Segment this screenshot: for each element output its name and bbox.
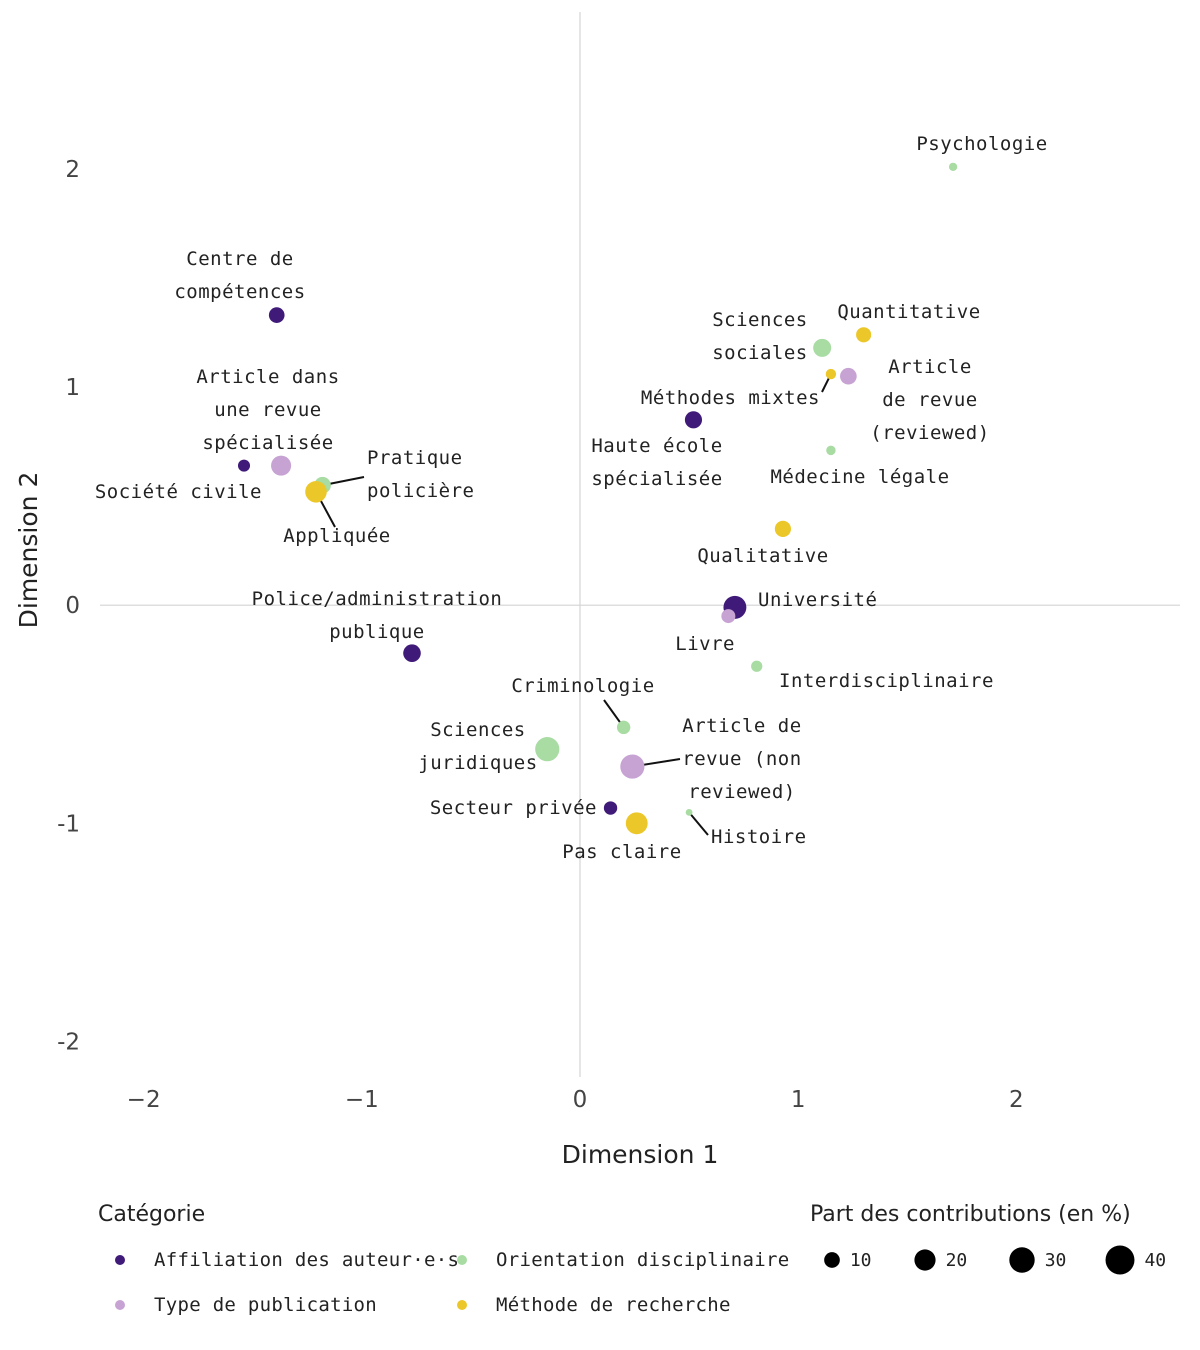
x-axis-ticks: −2 −1 0 1 2	[127, 1087, 1024, 1113]
x-tick-label: −2	[127, 1087, 161, 1113]
x-tick-label: 1	[791, 1087, 806, 1113]
data-point	[751, 660, 763, 672]
legend-swatch	[115, 1300, 125, 1310]
data-point	[237, 459, 251, 472]
point-label: Société civile	[95, 481, 262, 503]
y-tick-label: 2	[65, 157, 80, 183]
point-label: Centre de compétences	[174, 248, 305, 303]
size-legend-title: Part des contributions (en %)	[810, 1202, 1131, 1227]
size-legend-circle	[1009, 1247, 1035, 1273]
point-label: Criminologie	[511, 675, 654, 697]
point-label: Histoire	[711, 826, 807, 848]
legend-label: Méthode de recherche	[496, 1294, 731, 1316]
point-label: Pas claire	[562, 841, 681, 863]
data-point	[535, 737, 560, 762]
legend-label: Orientation disciplinaire	[496, 1249, 789, 1271]
category-legend: Catégorie Affiliation des auteur·e·s Orie…	[98, 1202, 789, 1316]
data-point	[271, 455, 292, 476]
point-label: Qualitative	[697, 545, 828, 567]
x-tick-label: −1	[345, 1087, 379, 1113]
point-label: Interdisciplinaire	[779, 670, 994, 692]
point-label: Article dans une revue spécialisée	[196, 366, 339, 454]
data-point	[685, 808, 693, 816]
y-axis-title: Dimension 2	[14, 472, 43, 629]
data-point	[305, 481, 327, 503]
point-label: Police/administration publique	[252, 588, 503, 643]
data-point	[948, 162, 958, 171]
x-tick-label: 2	[1009, 1087, 1024, 1113]
y-tick-label: 0	[65, 593, 80, 619]
y-tick-label: 1	[65, 375, 80, 401]
size-legend: Part des contributions (en %) 10 20 30 40	[810, 1202, 1166, 1275]
point-label: Article de revue (non reviewed)	[682, 715, 801, 803]
leader-lines	[315, 373, 832, 836]
size-legend-circle	[914, 1249, 936, 1271]
size-legend-circle	[824, 1252, 840, 1268]
data-point	[616, 720, 631, 735]
point-label: Université	[758, 589, 877, 611]
data-point	[826, 445, 836, 456]
point-label: Livre	[675, 633, 735, 655]
point-label: Pratique policière	[367, 447, 474, 502]
point-label: Médecine légale	[770, 466, 949, 488]
data-points	[237, 162, 958, 835]
point-label: Article de revue (reviewed)	[870, 356, 989, 444]
data-point	[856, 327, 872, 343]
data-point	[268, 307, 285, 323]
size-legend-label: 30	[1045, 1250, 1067, 1271]
point-label: Secteur privée	[430, 797, 597, 819]
size-legend-label: 20	[946, 1250, 968, 1271]
point-label: Sciences sociales	[712, 309, 808, 364]
label-leader-line	[688, 811, 709, 836]
data-point	[721, 609, 736, 624]
data-point	[774, 520, 791, 537]
data-point	[603, 801, 618, 815]
point-labels: Centre de compétences Société civile Police…	[95, 133, 1047, 863]
point-label: Appliquée	[283, 525, 390, 547]
data-point	[625, 812, 648, 835]
size-legend-label: 40	[1144, 1250, 1166, 1271]
point-label: Haute école spécialisée	[591, 435, 722, 490]
data-point	[825, 368, 837, 380]
legend-swatch	[457, 1255, 467, 1265]
data-point	[684, 411, 703, 429]
data-point	[840, 367, 857, 385]
size-legend-label: 10	[850, 1250, 872, 1271]
data-point	[403, 644, 421, 662]
legend-label: Type de publication	[154, 1294, 377, 1316]
y-tick-label: -1	[57, 811, 80, 837]
point-label: Psychologie	[916, 133, 1047, 155]
y-axis-ticks: 2 1 0 -1 -2	[57, 157, 80, 1055]
x-tick-label: 0	[573, 1087, 588, 1113]
category-legend-title: Catégorie	[98, 1202, 205, 1227]
point-label: Quantitative	[837, 301, 980, 323]
point-label: Méthodes mixtes	[641, 387, 820, 409]
x-axis-title: Dimension 1	[562, 1140, 719, 1169]
legend-swatch	[115, 1255, 125, 1265]
data-point	[620, 754, 645, 779]
point-label: Sciences juridiques	[418, 719, 537, 774]
data-point	[813, 338, 832, 357]
size-legend-circle	[1105, 1245, 1135, 1275]
legend-swatch	[457, 1300, 467, 1310]
y-tick-label: -2	[57, 1029, 80, 1055]
legend-label: Affiliation des auteur·e·s	[154, 1249, 459, 1271]
